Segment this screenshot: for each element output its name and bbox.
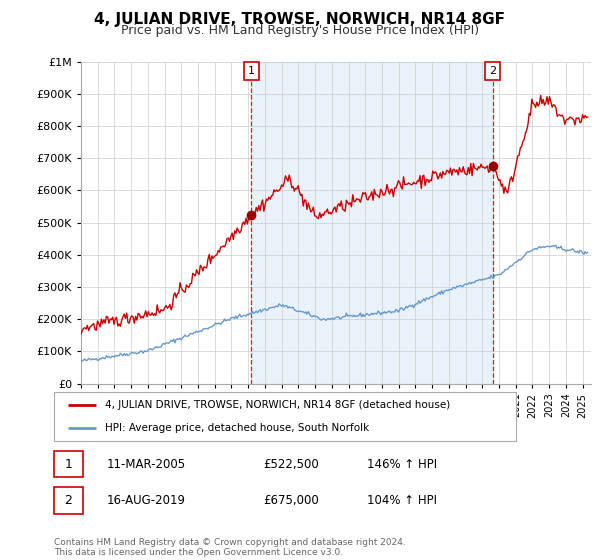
Text: £675,000: £675,000 [263, 494, 319, 507]
Text: 104% ↑ HPI: 104% ↑ HPI [367, 494, 437, 507]
Text: 11-MAR-2005: 11-MAR-2005 [106, 458, 185, 470]
Text: 4, JULIAN DRIVE, TROWSE, NORWICH, NR14 8GF (detached house): 4, JULIAN DRIVE, TROWSE, NORWICH, NR14 8… [105, 400, 450, 410]
Text: Price paid vs. HM Land Registry's House Price Index (HPI): Price paid vs. HM Land Registry's House … [121, 24, 479, 36]
Text: 2: 2 [64, 494, 72, 507]
FancyBboxPatch shape [54, 451, 83, 477]
Text: 2: 2 [489, 66, 496, 76]
FancyBboxPatch shape [54, 392, 516, 441]
Text: £522,500: £522,500 [263, 458, 319, 470]
Text: 146% ↑ HPI: 146% ↑ HPI [367, 458, 437, 470]
Text: HPI: Average price, detached house, South Norfolk: HPI: Average price, detached house, Sout… [105, 423, 369, 433]
FancyBboxPatch shape [54, 487, 83, 514]
Text: 1: 1 [248, 66, 255, 76]
Text: Contains HM Land Registry data © Crown copyright and database right 2024.
This d: Contains HM Land Registry data © Crown c… [54, 538, 406, 557]
Bar [251, 62, 493, 384]
Text: 1: 1 [64, 458, 72, 470]
Text: 16-AUG-2019: 16-AUG-2019 [106, 494, 185, 507]
Text: 4, JULIAN DRIVE, TROWSE, NORWICH, NR14 8GF: 4, JULIAN DRIVE, TROWSE, NORWICH, NR14 8… [95, 12, 505, 27]
